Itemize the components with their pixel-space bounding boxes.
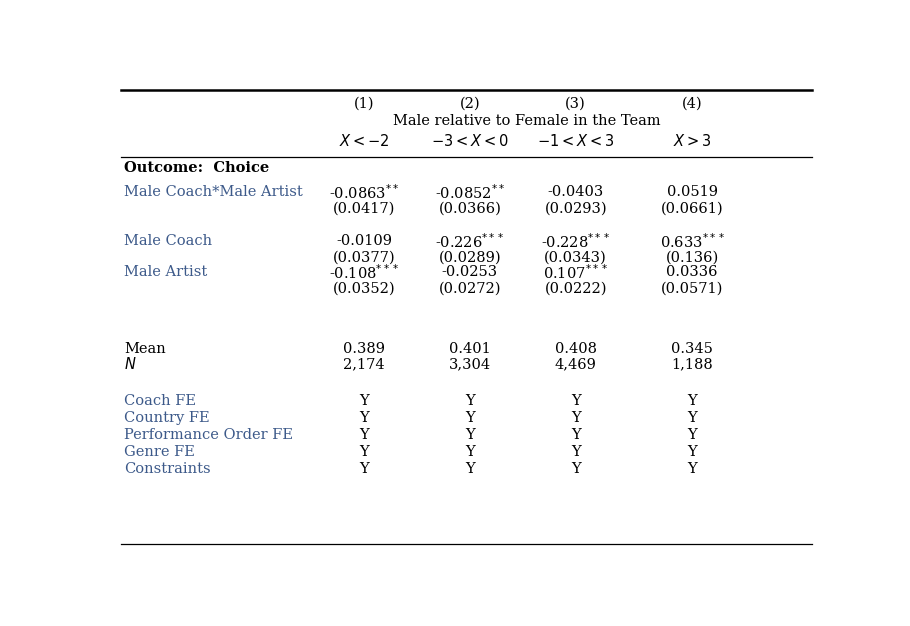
Text: (0.0571): (0.0571): [661, 281, 723, 295]
Text: Y: Y: [465, 428, 475, 442]
Text: 2,174: 2,174: [343, 357, 385, 371]
Text: Male Coach: Male Coach: [125, 234, 212, 249]
Text: Y: Y: [687, 428, 697, 442]
Text: -0.226$^{***}$: -0.226$^{***}$: [435, 232, 505, 251]
Text: -0.0863$^{**}$: -0.0863$^{**}$: [329, 183, 399, 202]
Text: Y: Y: [359, 462, 369, 476]
Text: Coach FE: Coach FE: [125, 394, 197, 408]
Text: Y: Y: [687, 411, 697, 425]
Text: Y: Y: [571, 411, 581, 425]
Text: (0.0222): (0.0222): [544, 281, 607, 295]
Text: 0.401: 0.401: [449, 342, 490, 356]
Text: Y: Y: [465, 394, 475, 408]
Text: Male relative to Female in the Team: Male relative to Female in the Team: [392, 115, 660, 128]
Text: Y: Y: [359, 394, 369, 408]
Text: 0.107$^{***}$: 0.107$^{***}$: [543, 263, 608, 282]
Text: $N$: $N$: [125, 356, 136, 372]
Text: Country FE: Country FE: [125, 411, 210, 425]
Text: (0.136): (0.136): [665, 250, 719, 264]
Text: 4,469: 4,469: [555, 357, 597, 371]
Text: $X < -2$: $X < -2$: [339, 133, 389, 148]
Text: Mean: Mean: [125, 342, 167, 356]
Text: Y: Y: [571, 428, 581, 442]
Text: Y: Y: [571, 462, 581, 476]
Text: (0.0661): (0.0661): [661, 201, 723, 215]
Text: Y: Y: [687, 445, 697, 459]
Text: Y: Y: [359, 445, 369, 459]
Text: 0.0336: 0.0336: [666, 265, 718, 279]
Text: 1,188: 1,188: [672, 357, 713, 371]
Text: 0.389: 0.389: [343, 342, 385, 356]
Text: Y: Y: [359, 428, 369, 442]
Text: -0.0253: -0.0253: [442, 265, 498, 279]
Text: Y: Y: [687, 462, 697, 476]
Text: (0.0352): (0.0352): [333, 281, 396, 295]
Text: 0.633$^{***}$: 0.633$^{***}$: [660, 232, 724, 251]
Text: Outcome:  Choice: Outcome: Choice: [125, 161, 269, 175]
Text: (0.0272): (0.0272): [439, 281, 501, 295]
Text: Y: Y: [687, 394, 697, 408]
Text: Male Coach*Male Artist: Male Coach*Male Artist: [125, 185, 303, 199]
Text: Y: Y: [571, 394, 581, 408]
Text: 3,304: 3,304: [449, 357, 491, 371]
Text: (0.0417): (0.0417): [333, 201, 395, 215]
Text: -0.108$^{***}$: -0.108$^{***}$: [329, 263, 399, 282]
Text: 0.345: 0.345: [671, 342, 713, 356]
Text: 0.408: 0.408: [555, 342, 597, 356]
Text: -0.228$^{***}$: -0.228$^{***}$: [541, 232, 611, 251]
Text: (0.0343): (0.0343): [544, 250, 607, 264]
Text: Performance Order FE: Performance Order FE: [125, 428, 293, 442]
Text: (1): (1): [354, 96, 374, 111]
Text: Y: Y: [571, 445, 581, 459]
Text: $X > 3$: $X > 3$: [672, 133, 712, 148]
Text: Constraints: Constraints: [125, 462, 211, 476]
Text: -0.0852$^{**}$: -0.0852$^{**}$: [435, 183, 505, 202]
Text: (0.0289): (0.0289): [439, 250, 501, 264]
Text: 0.0519: 0.0519: [666, 185, 718, 199]
Text: Genre FE: Genre FE: [125, 445, 196, 459]
Text: (0.0366): (0.0366): [439, 201, 501, 215]
Text: Y: Y: [465, 462, 475, 476]
Text: Y: Y: [465, 411, 475, 425]
Text: -0.0109: -0.0109: [336, 234, 392, 249]
Text: $-1 < X< 3$: $-1 < X< 3$: [537, 133, 614, 148]
Text: $-3 < X< 0$: $-3 < X< 0$: [431, 133, 509, 148]
Text: (2): (2): [460, 96, 480, 111]
Text: (0.0377): (0.0377): [333, 250, 396, 264]
Text: (4): (4): [682, 96, 703, 111]
Text: Y: Y: [465, 445, 475, 459]
Text: Y: Y: [359, 411, 369, 425]
Text: -0.0403: -0.0403: [548, 185, 604, 199]
Text: Male Artist: Male Artist: [125, 265, 207, 279]
Text: (3): (3): [565, 96, 586, 111]
Text: (0.0293): (0.0293): [544, 201, 607, 215]
